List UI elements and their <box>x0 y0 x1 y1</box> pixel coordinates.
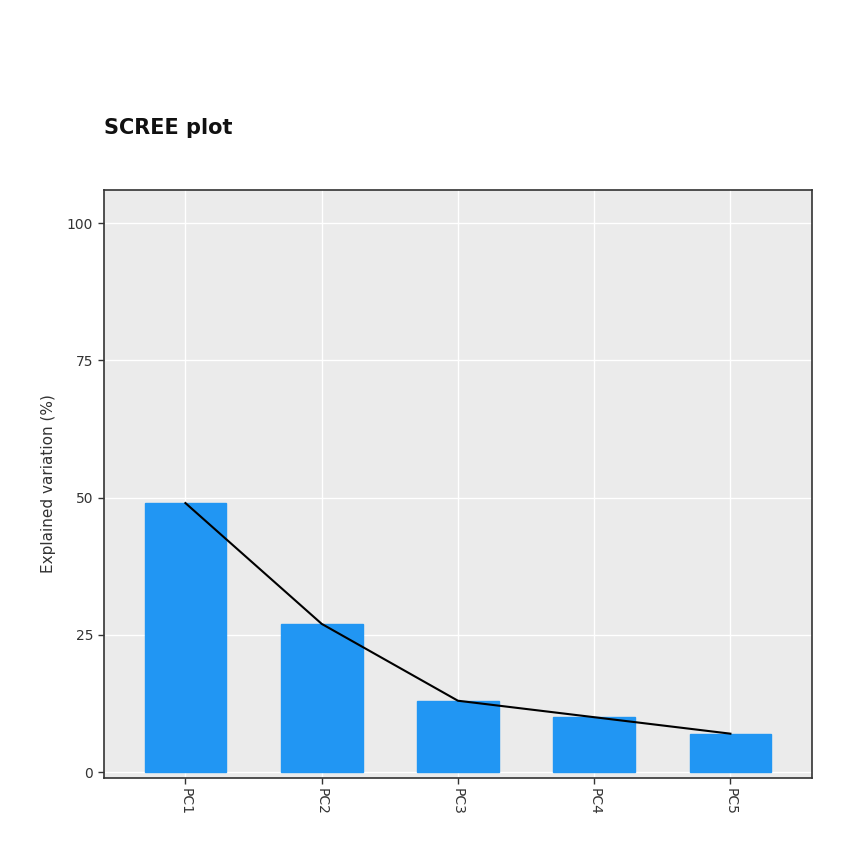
Bar <box>553 717 635 772</box>
Bar <box>144 503 226 772</box>
Y-axis label: Explained variation (%): Explained variation (%) <box>41 394 56 574</box>
Text: SCREE plot: SCREE plot <box>104 118 232 138</box>
Bar <box>417 701 499 772</box>
Bar <box>689 734 772 772</box>
Bar <box>281 624 363 772</box>
